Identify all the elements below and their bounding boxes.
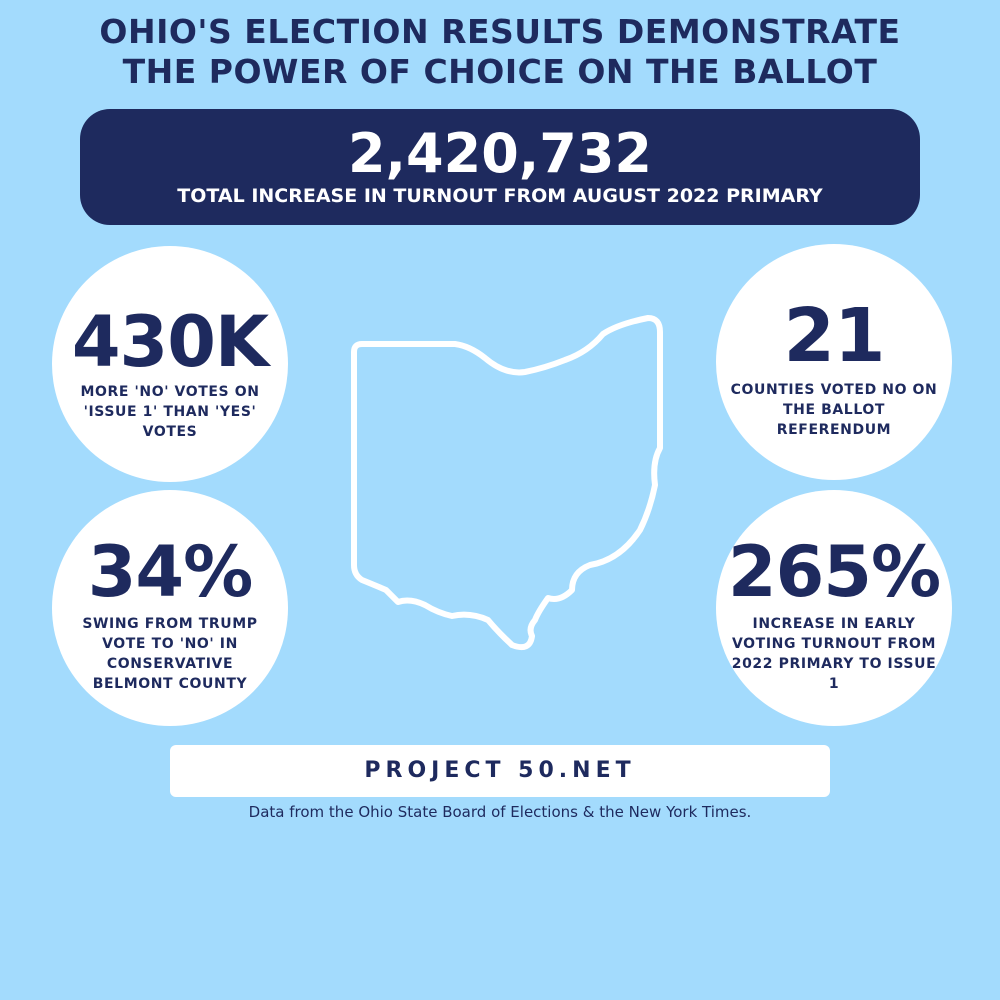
data-source-note: Data from the Ohio State Board of Electi…	[248, 803, 752, 821]
ohio-state-outline-icon	[351, 315, 663, 651]
turnout-label: TOTAL INCREASE IN TURNOUT FROM AUGUST 20…	[177, 185, 823, 207]
stat-label: COUNTIES VOTED NO ON THE BALLOT REFEREND…	[730, 382, 938, 438]
stat-circle-swing: 34% SWING FROM TRUMP VOTE TO 'NO' IN CON…	[52, 490, 288, 726]
stat-circle-no-votes: 430K MORE 'NO' VOTES ON 'ISSUE 1' THAN '…	[52, 246, 288, 482]
turnout-banner: 2,420,732 TOTAL INCREASE IN TURNOUT FROM…	[80, 109, 920, 225]
stat-label: MORE 'NO' VOTES ON 'ISSUE 1' THAN 'YES' …	[80, 384, 260, 440]
stat-value: 34%	[87, 531, 254, 613]
page-title-line-2: THE POWER OF CHOICE ON THE BALLOT	[122, 52, 878, 91]
stat-label: INCREASE IN EARLY VOTING TURNOUT FROM 20…	[731, 616, 937, 692]
stat-circle-counties: 21 COUNTIES VOTED NO ON THE BALLOT REFER…	[716, 244, 952, 480]
page-title-line-1: OHIO'S ELECTION RESULTS DEMONSTRATE	[99, 12, 901, 51]
project-50-link[interactable]: PROJECT 50.NET	[364, 758, 636, 783]
project-50-link-box[interactable]: PROJECT 50.NET	[170, 745, 830, 797]
stat-value: 265%	[727, 531, 941, 613]
stat-label: SWING FROM TRUMP VOTE TO 'NO' IN CONSERV…	[82, 616, 258, 692]
stat-circle-early-voting: 265% INCREASE IN EARLY VOTING TURNOUT FR…	[716, 490, 952, 726]
stat-value: 21	[783, 293, 886, 379]
turnout-number: 2,420,732	[347, 122, 653, 185]
stat-value: 430K	[71, 301, 269, 383]
page-title: OHIO'S ELECTION RESULTS DEMONSTRATE THE …	[0, 12, 1000, 92]
